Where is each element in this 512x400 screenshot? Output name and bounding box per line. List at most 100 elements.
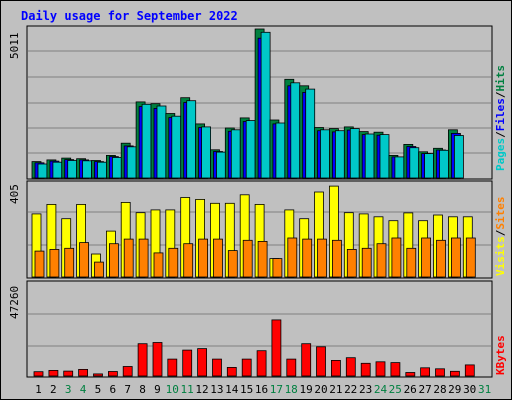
x-tick-label: 18 <box>285 383 298 396</box>
x-tick-label: 23 <box>359 383 372 396</box>
bar-pages-day-8 <box>141 103 152 179</box>
legend-entry: / <box>494 131 507 138</box>
bar-sites-day-4 <box>79 242 89 278</box>
bar-kbytes-day-11 <box>182 349 193 377</box>
bar-sites-day-23 <box>361 247 372 278</box>
legend-entry: Sites <box>494 197 507 230</box>
bar-sites-day-18 <box>287 237 298 278</box>
bar-pages-day-4 <box>82 160 92 179</box>
bar-kbytes-day-30 <box>464 364 475 377</box>
bar-sites-day-9 <box>153 252 164 278</box>
pages-files-hits-panel: 5011 Pages/Files/Hits <box>8 25 507 180</box>
bar-sites-day-12 <box>198 238 209 278</box>
bar-sites-day-3 <box>64 247 75 278</box>
bar-sites-day-14 <box>227 250 238 278</box>
bar-kbytes-day-14 <box>226 366 237 377</box>
bar-kbytes-day-10 <box>167 358 178 377</box>
bar-kbytes-day-8 <box>137 343 148 377</box>
panel-bars <box>28 28 491 179</box>
bar-sites-day-27 <box>421 237 432 278</box>
bar-sites-day-19 <box>302 238 313 278</box>
x-tick-label: 9 <box>154 383 161 396</box>
bar-pages-day-6 <box>112 157 122 179</box>
panel-max-label: 47260 <box>8 286 21 319</box>
x-tick-label: 25 <box>389 383 402 396</box>
legend-entry: KBytes <box>494 335 507 375</box>
bar-sites-day-2 <box>49 248 60 278</box>
bar-pages-day-2 <box>52 161 63 179</box>
bar-pages-day-28 <box>439 149 449 179</box>
legend-entry: / <box>494 229 507 236</box>
bar-pages-day-27 <box>424 153 435 179</box>
bar-pages-day-9 <box>156 105 167 179</box>
bar-kbytes-day-5 <box>93 373 103 377</box>
bar-sites-day-22 <box>346 248 357 278</box>
panel-bars <box>28 313 491 377</box>
bar-kbytes-day-27 <box>420 367 431 377</box>
bar-pages-day-17 <box>275 122 286 179</box>
x-tick-label: 13 <box>210 383 223 396</box>
bar-pages-day-5 <box>97 161 107 179</box>
bar-sites-day-30 <box>465 237 476 278</box>
x-tick-label: 29 <box>448 383 461 396</box>
bar-pages-day-1 <box>37 163 48 179</box>
bar-pages-day-16 <box>260 31 271 179</box>
legend-entry: Visits <box>494 236 507 276</box>
bar-pages-day-10 <box>171 115 182 179</box>
x-tick-label: 10 <box>166 383 179 396</box>
bar-sites-day-10 <box>168 247 179 278</box>
bar-pages-day-21 <box>334 130 345 179</box>
bar-pages-day-12 <box>201 126 212 179</box>
bar-kbytes-day-16 <box>256 350 267 377</box>
bar-sites-day-15 <box>242 239 253 278</box>
chart-title: Daily usage for September 2022 <box>21 9 238 23</box>
x-tick-label: 7 <box>124 383 131 396</box>
bar-kbytes-day-19 <box>301 343 312 377</box>
bar-pages-day-22 <box>349 128 360 179</box>
legend-entry: Pages <box>494 138 507 171</box>
x-tick-label: 3 <box>65 383 72 396</box>
bar-sites-day-21 <box>331 239 342 278</box>
bar-kbytes-day-25 <box>390 362 401 377</box>
bar-pages-day-18 <box>290 82 301 179</box>
bar-pages-day-20 <box>320 129 330 179</box>
bar-kbytes-day-1 <box>33 371 44 377</box>
bar-pages-day-3 <box>67 160 78 179</box>
x-tick-label: 2 <box>50 383 57 396</box>
bar-sites-day-29 <box>450 237 461 278</box>
bar-sites-day-13 <box>213 238 223 278</box>
legend-entry: Files <box>494 98 507 131</box>
bar-kbytes-day-24 <box>375 361 386 377</box>
bar-sites-day-11 <box>183 243 194 278</box>
x-tick-label: 4 <box>80 383 87 396</box>
bar-pages-day-14 <box>230 129 241 179</box>
panel-legend: KBytes <box>494 335 507 375</box>
bar-kbytes-day-4 <box>78 368 88 377</box>
bar-kbytes-day-21 <box>330 359 341 377</box>
bar-sites-day-16 <box>257 240 268 278</box>
bar-kbytes-day-18 <box>286 358 297 377</box>
bar-sites-day-24 <box>376 243 387 278</box>
bar-sites-day-26 <box>406 247 417 278</box>
x-tick-label: 1 <box>35 383 42 396</box>
bar-kbytes-day-17 <box>271 319 282 377</box>
x-tick-label: 17 <box>270 383 283 396</box>
x-tick-label: 31 <box>478 383 491 396</box>
bar-pages-day-29 <box>453 135 464 179</box>
legend-entry: / <box>494 91 507 98</box>
bar-pages-day-13 <box>216 151 226 179</box>
x-tick-label: 27 <box>418 383 431 396</box>
x-tick-label: 12 <box>195 383 208 396</box>
bar-kbytes-day-20 <box>316 346 326 377</box>
bar-pages-day-25 <box>394 156 405 179</box>
bar-pages-day-24 <box>379 134 390 179</box>
bar-kbytes-day-29 <box>449 370 460 377</box>
bar-sites-day-20 <box>317 238 327 278</box>
bar-sites-day-1 <box>34 250 45 278</box>
kbytes-panel: 47260 KBytes <box>8 280 507 378</box>
panel-legend: Pages/Files/Hits <box>494 65 507 171</box>
x-tick-label: 21 <box>329 383 342 396</box>
x-tick-label: 15 <box>240 383 253 396</box>
